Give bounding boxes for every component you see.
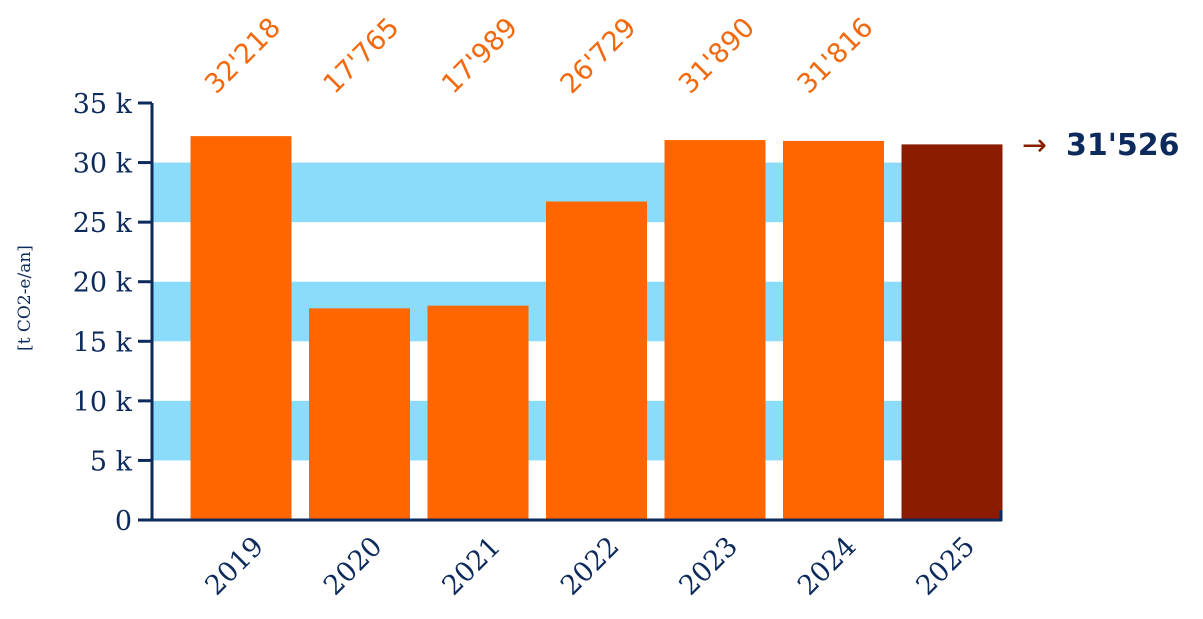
value-labels: 32'218 17'765 17'989 26'729 31'890 31'816 (199, 12, 879, 100)
value-label: 32'218 (199, 12, 287, 100)
axes (150, 103, 1003, 522)
x-tick-label: 2019 (199, 531, 270, 602)
y-tick-label: 20 k (73, 268, 133, 299)
x-tick-label: 2022 (555, 531, 626, 602)
bar-2023 (664, 140, 766, 521)
x-tick-label: 2025 (910, 531, 981, 602)
bar-2019 (190, 136, 292, 520)
value-label: 17'989 (436, 12, 524, 100)
bars (190, 136, 1003, 521)
y-ticks: 0 5 k 10 k 15 k 20 k 25 k 30 k 35 k (73, 89, 152, 537)
x-tick-label: 2021 (436, 531, 507, 602)
final-arrow: → (1022, 128, 1047, 163)
x-tick-label: 2020 (318, 531, 389, 602)
y-tick-label: 10 k (73, 387, 133, 418)
final-value-label: 31'526 (1066, 128, 1180, 163)
value-label: 31'890 (673, 12, 761, 100)
bar-2024 (783, 140, 884, 520)
bar-2021 (427, 305, 529, 520)
x-ticks: 2019 2020 2021 2022 2023 2024 2025 (199, 531, 981, 602)
bar-2025 (901, 144, 1003, 520)
value-label: 31'816 (792, 12, 880, 100)
bar-2022 (546, 201, 647, 520)
y-tick-label: 0 (115, 506, 132, 537)
y-axis-label: [t CO2-e/an] (15, 245, 35, 351)
value-label: 26'729 (555, 12, 643, 100)
y-tick-label: 5 k (90, 446, 133, 477)
value-label: 17'765 (318, 12, 406, 100)
y-tick-label: 15 k (73, 327, 133, 358)
x-tick-label: 2023 (673, 531, 744, 602)
y-tick-label: 25 k (73, 208, 133, 239)
y-tick-label: 30 k (73, 149, 133, 180)
y-tick-label: 35 k (73, 89, 133, 120)
x-tick-label: 2024 (792, 531, 863, 602)
bar-2020 (309, 308, 410, 520)
